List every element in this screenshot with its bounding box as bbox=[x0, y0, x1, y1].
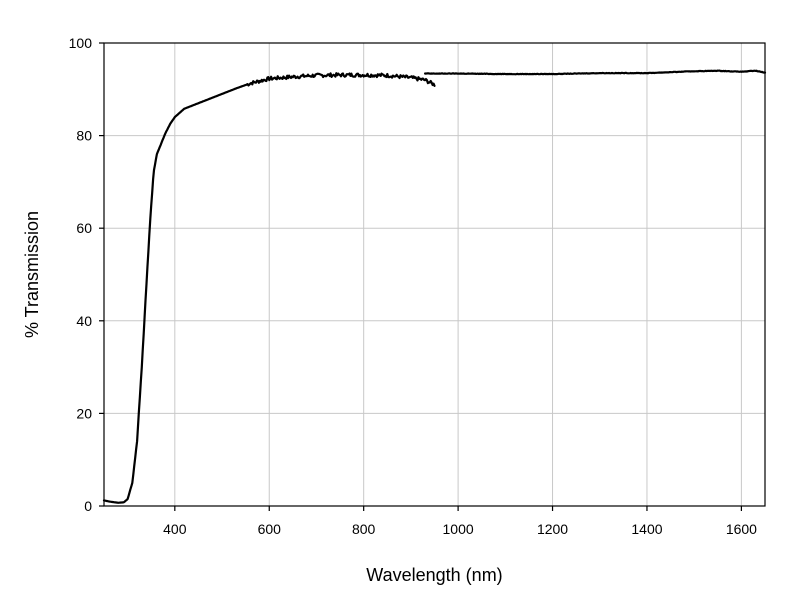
x-tick-label: 1400 bbox=[631, 521, 662, 537]
x-tick-label: 1000 bbox=[443, 521, 474, 537]
y-tick-label: 0 bbox=[84, 498, 92, 514]
transmission-series-1 bbox=[102, 72, 436, 504]
x-tick-label: 1200 bbox=[537, 521, 568, 537]
y-tick-label: 80 bbox=[76, 128, 92, 144]
x-tick-label: 800 bbox=[352, 521, 376, 537]
y-axis-label: % Transmission bbox=[22, 211, 42, 338]
y-tick-label: 40 bbox=[76, 313, 92, 329]
x-tick-label: 600 bbox=[258, 521, 282, 537]
x-tick-label: 400 bbox=[163, 521, 187, 537]
y-tick-label: 100 bbox=[69, 35, 93, 51]
grid-lines bbox=[104, 43, 765, 506]
x-tick-labels: 400 600 800 1000 1200 1400 1600 bbox=[163, 521, 757, 537]
transmission-series-2 bbox=[424, 69, 767, 76]
x-tick-label: 1600 bbox=[726, 521, 757, 537]
axis-ticks bbox=[99, 42, 742, 511]
y-tick-label: 60 bbox=[76, 220, 92, 236]
plot-frame bbox=[103, 42, 766, 507]
y-tick-label: 20 bbox=[76, 405, 92, 421]
series-group bbox=[102, 69, 767, 504]
y-tick-labels: 0 20 40 60 80 100 bbox=[69, 35, 93, 514]
x-axis-label: Wavelength (nm) bbox=[366, 565, 502, 585]
